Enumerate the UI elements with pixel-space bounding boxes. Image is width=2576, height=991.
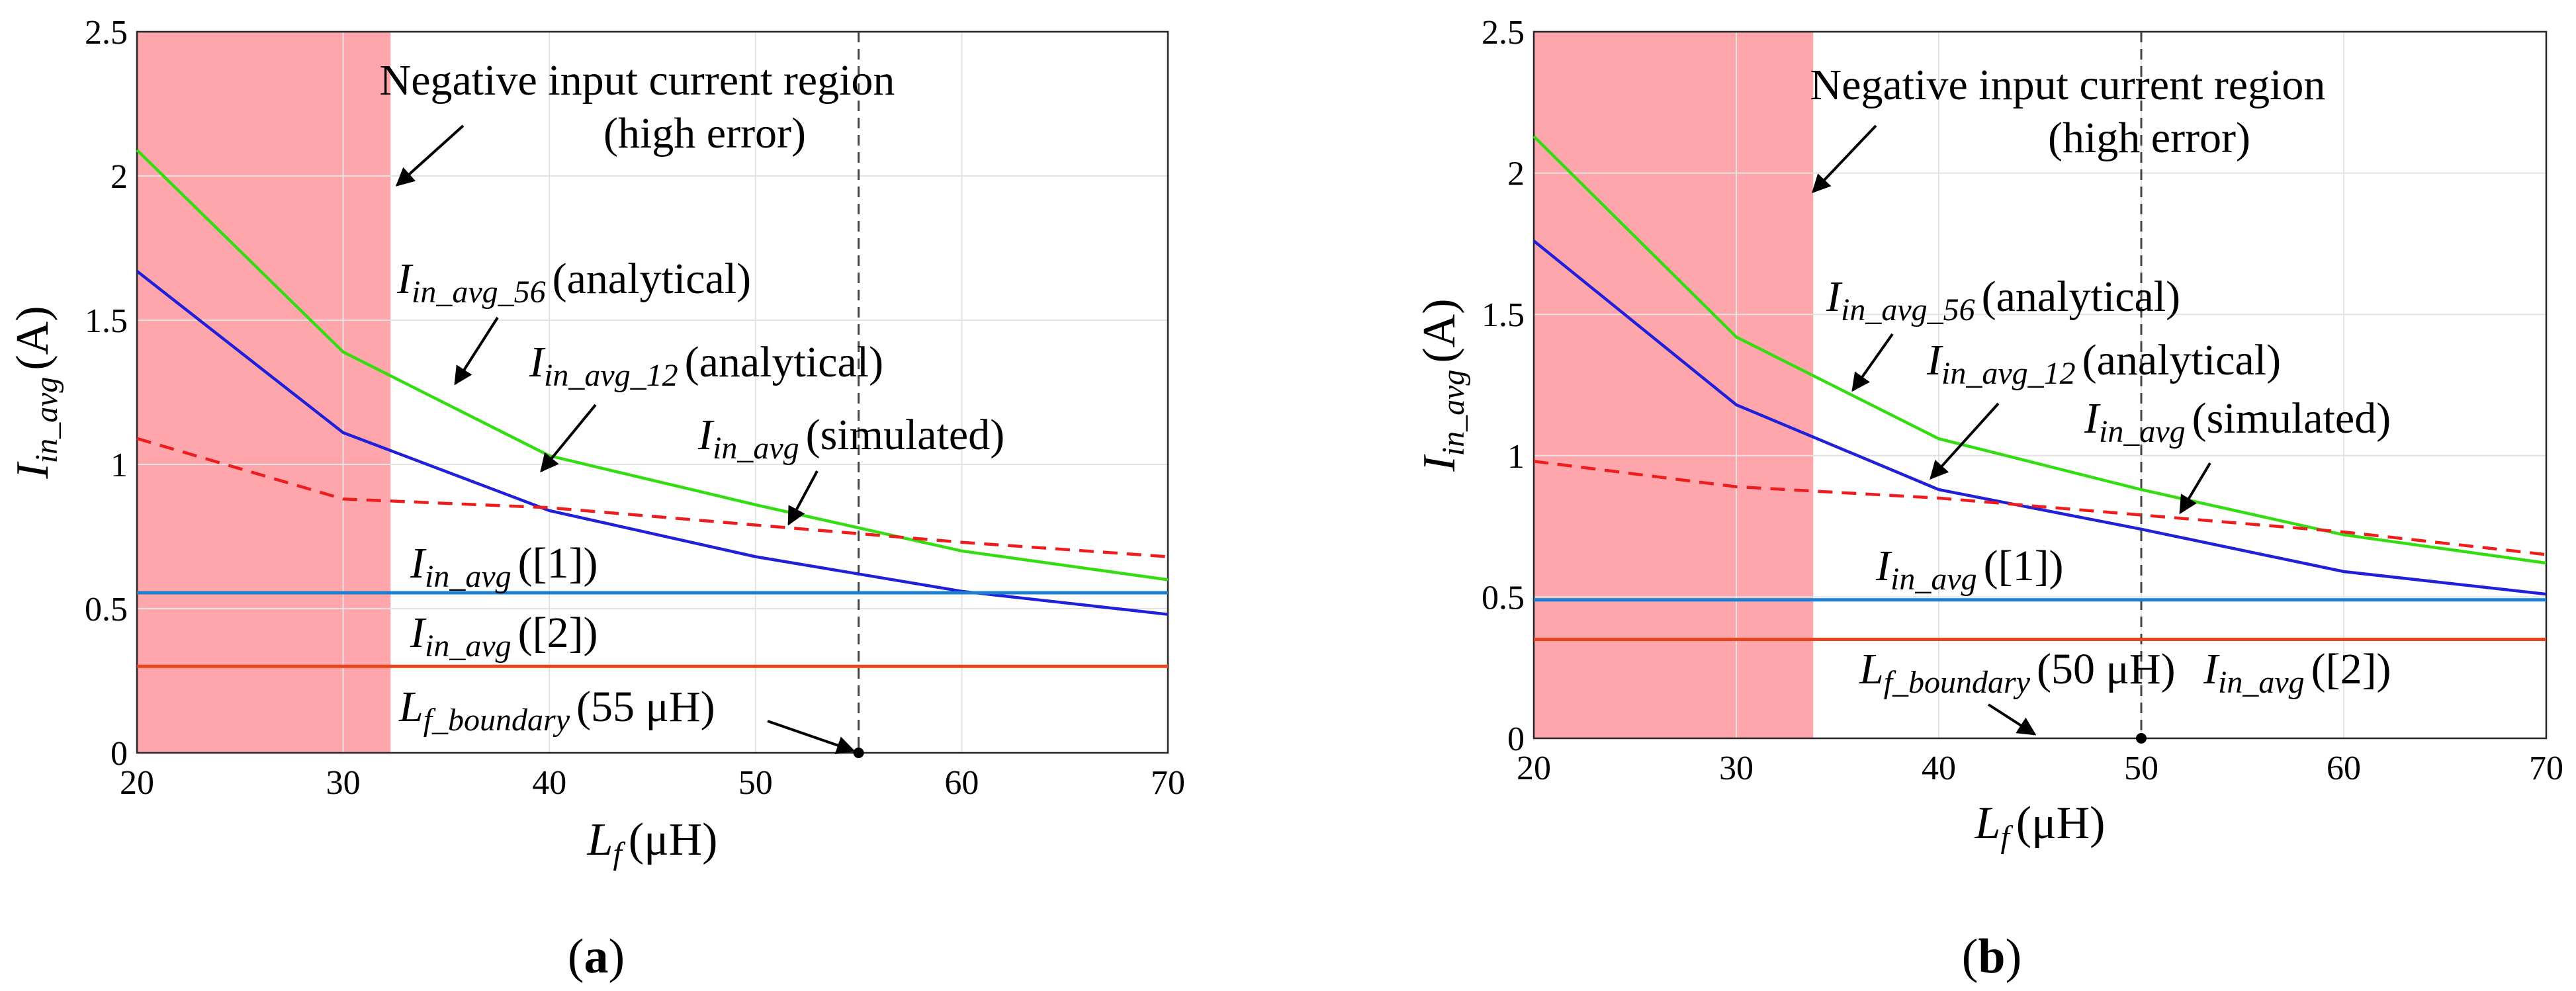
y-tick-label: 1 (111, 447, 128, 484)
plot-frame (136, 30, 1169, 754)
region-annotation-line1: Negative input current region (1810, 61, 2326, 109)
region-annotation-line1: Negative input current region (380, 56, 895, 105)
panel-label-b: (b) (1962, 929, 2021, 984)
y-axis-label: Iin_avg(A) (1414, 298, 1471, 472)
arrow-simulated (787, 470, 819, 526)
x-tick-label: 20 (1517, 750, 1551, 787)
region-arrow (1812, 124, 1877, 194)
region-annotation-line2: (high error) (603, 109, 806, 157)
x-tick-label: 20 (120, 764, 154, 802)
arrow-i12 (1930, 402, 2000, 480)
y-tick-label: 1.5 (1482, 296, 1525, 334)
x-tick-label: 50 (2124, 750, 2158, 787)
x-tick-label: 40 (532, 764, 566, 802)
y-tick-label: 2 (1507, 155, 1525, 193)
y-tick-label: 2.5 (85, 14, 128, 52)
axis-ticks: 20 30 40 50 60 70 0 0.5 1 1.5 2 2.5 (85, 14, 1185, 802)
label-simulated: Iin_avg (simulated) (697, 411, 1004, 466)
arrow-boundary (767, 720, 856, 754)
x-tick-label: 30 (1719, 750, 1754, 787)
negative-current-region (1534, 32, 1814, 738)
x-tick-label: 50 (738, 764, 773, 802)
chart-panel-a: 20 30 40 50 60 70 0 0.5 1 1.5 2 2.5 Lf (μ… (7, 14, 1185, 984)
chart-panel-b: 20 30 40 50 60 70 0 0.5 1 1.5 2 2.5 Lf (μ… (1414, 14, 2563, 984)
series-simulated-line (136, 437, 1169, 558)
x-tick-label: 70 (2529, 750, 2563, 787)
negative-current-region (137, 32, 391, 753)
arrow-boundary (1987, 703, 2037, 736)
boundary-marker (853, 748, 864, 758)
y-tick-label: 1 (1507, 438, 1525, 476)
x-axis-label: Lf (μH) (1975, 798, 2106, 855)
arrow-simulated (2179, 462, 2211, 515)
y-tick-label: 0 (1507, 720, 1525, 758)
x-tick-label: 40 (1922, 750, 1956, 787)
arrow-i12 (540, 404, 597, 473)
boundary-marker (2136, 733, 2147, 744)
arrow-i56 (454, 316, 499, 386)
series-i12-line (136, 270, 1169, 616)
label-boundary: Lf_boundary (55 μH) (398, 683, 715, 738)
x-tick-label: 30 (326, 764, 361, 802)
region-arrow (395, 124, 465, 187)
grid (136, 31, 1169, 754)
y-tick-label: 0.5 (85, 591, 128, 628)
y-tick-label: 2 (111, 158, 128, 196)
y-tick-label: 0 (111, 735, 128, 773)
label-i56: Iin_avg_56 (analytical) (396, 255, 751, 310)
arrow-i56 (1851, 333, 1894, 392)
label-ref2: Iin_avg ([2]) (410, 609, 598, 664)
region-annotation-line2: (high error) (2048, 114, 2250, 162)
series-i12-line (1532, 239, 2547, 596)
series-i56-line (136, 149, 1169, 582)
x-axis-label: Lf (μH) (587, 814, 718, 871)
label-ref1: Iin_avg ([1]) (410, 539, 598, 594)
label-boundary: Lf_boundary (50 μH) (1859, 645, 2176, 700)
label-i12: Iin_avg_12 (analytical) (1926, 336, 2281, 391)
series-i56-line (1532, 135, 2547, 565)
x-tick-label: 60 (944, 764, 979, 802)
y-axis-label: Iin_avg(A) (7, 306, 64, 479)
series-group (1532, 135, 2547, 641)
label-i12: Iin_avg_12 (analytical) (529, 338, 883, 393)
y-tick-label: 2.5 (1482, 14, 1525, 52)
axis-ticks: 20 30 40 50 60 70 0 0.5 1 1.5 2 2.5 (1482, 14, 2563, 787)
series-simulated-line (1533, 460, 2547, 556)
label-ref1: Iin_avg ([1]) (1875, 542, 2064, 597)
x-tick-label: 60 (2327, 750, 2361, 787)
label-ref2: Iin_avg ([2]) (2203, 645, 2391, 700)
y-tick-label: 0.5 (1482, 579, 1525, 617)
x-tick-label: 70 (1151, 764, 1185, 802)
label-simulated: Iin_avg (simulated) (2084, 394, 2391, 449)
y-tick-label: 1.5 (85, 302, 128, 340)
series-group (136, 149, 1169, 668)
panel-label-a: (a) (568, 929, 625, 984)
plot-frame (1532, 30, 2548, 740)
label-i56: Iin_avg_56 (analytical) (1826, 273, 2180, 327)
